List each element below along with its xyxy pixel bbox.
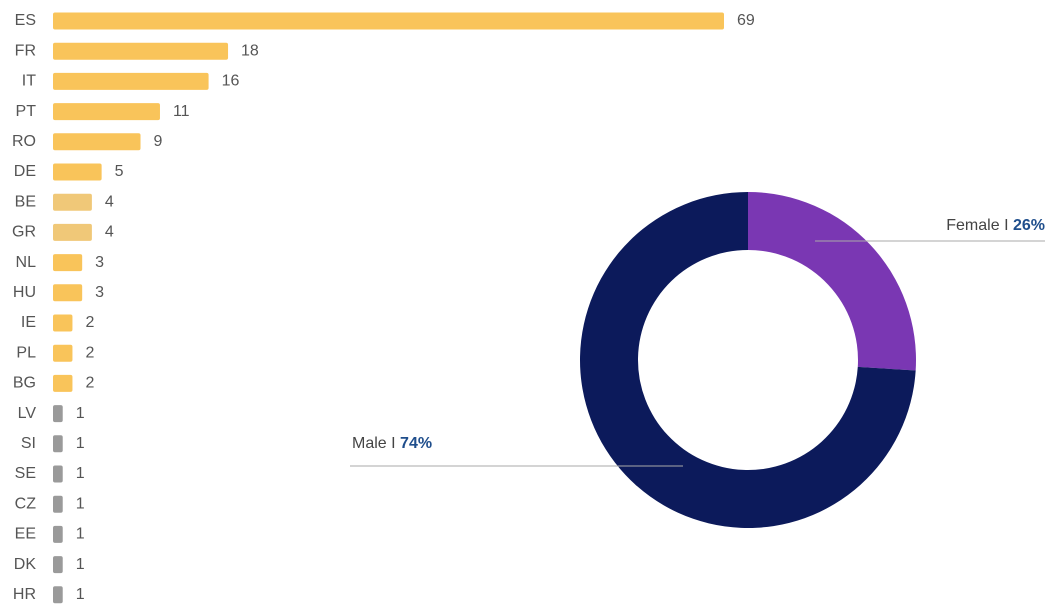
- bar: [53, 103, 160, 121]
- category-label: SE: [15, 465, 36, 482]
- value-label: 18: [241, 42, 259, 59]
- value-label: 2: [85, 344, 94, 361]
- category-label: CZ: [15, 495, 37, 512]
- bar: [53, 284, 83, 302]
- bar: [53, 374, 73, 392]
- category-label: PL: [16, 344, 36, 361]
- bar: [53, 223, 92, 241]
- bar: [53, 405, 63, 423]
- value-label: 1: [76, 556, 85, 573]
- category-label: NL: [16, 254, 37, 271]
- bar: [53, 72, 209, 90]
- category-label: EE: [15, 526, 36, 543]
- bar: [53, 556, 63, 574]
- value-label: 1: [76, 465, 85, 482]
- donut-slice: [748, 192, 917, 371]
- bar: [53, 495, 63, 513]
- category-label: DE: [14, 163, 36, 180]
- bar: [53, 193, 92, 211]
- value-label: 69: [737, 12, 755, 29]
- bar: [53, 314, 73, 332]
- separator: I: [391, 435, 395, 452]
- value-label: 1: [76, 435, 85, 452]
- category-label: ES: [15, 12, 36, 29]
- category-label: RO: [12, 133, 36, 150]
- category-label: FR: [15, 42, 36, 59]
- slice-label: Male I 74%: [352, 435, 432, 452]
- slice-name: Male: [352, 435, 387, 452]
- value-label: 3: [95, 254, 104, 271]
- bar: [53, 344, 73, 362]
- value-label: 3: [95, 284, 104, 301]
- bar: [53, 465, 63, 483]
- category-label: BG: [13, 375, 36, 392]
- slice-label: Female I 26%: [946, 217, 1045, 234]
- category-label: PT: [16, 103, 37, 120]
- value-label: 5: [115, 163, 124, 180]
- value-label: 1: [76, 586, 85, 603]
- value-label: 2: [85, 314, 94, 331]
- value-label: 2: [85, 375, 94, 392]
- category-label: LV: [18, 405, 37, 422]
- value-label: 4: [105, 193, 114, 210]
- value-label: 1: [76, 405, 85, 422]
- value-label: 1: [76, 526, 85, 543]
- category-label: DK: [14, 556, 37, 573]
- category-label: IE: [21, 314, 36, 331]
- slice-value: 74%: [400, 435, 432, 452]
- bar: [53, 42, 229, 60]
- bar: [53, 586, 63, 604]
- value-label: 4: [105, 224, 114, 241]
- category-label: BE: [15, 193, 36, 210]
- value-label: 1: [76, 495, 85, 512]
- category-label: IT: [22, 73, 36, 90]
- category-label: HU: [13, 284, 36, 301]
- bar: [53, 12, 724, 30]
- bar: [53, 254, 83, 272]
- slice-value: 26%: [1013, 217, 1045, 234]
- category-label: GR: [12, 224, 36, 241]
- bar: [53, 525, 63, 543]
- donut-slice: [580, 192, 916, 528]
- separator: I: [1004, 217, 1008, 234]
- slice-name: Female: [946, 217, 999, 234]
- value-label: 9: [154, 133, 163, 150]
- value-label: 16: [222, 73, 240, 90]
- category-label: HR: [13, 586, 36, 603]
- bar: [53, 133, 141, 151]
- category-label: SI: [21, 435, 36, 452]
- value-label: 11: [173, 103, 190, 120]
- bar: [53, 163, 102, 181]
- bar: [53, 435, 63, 453]
